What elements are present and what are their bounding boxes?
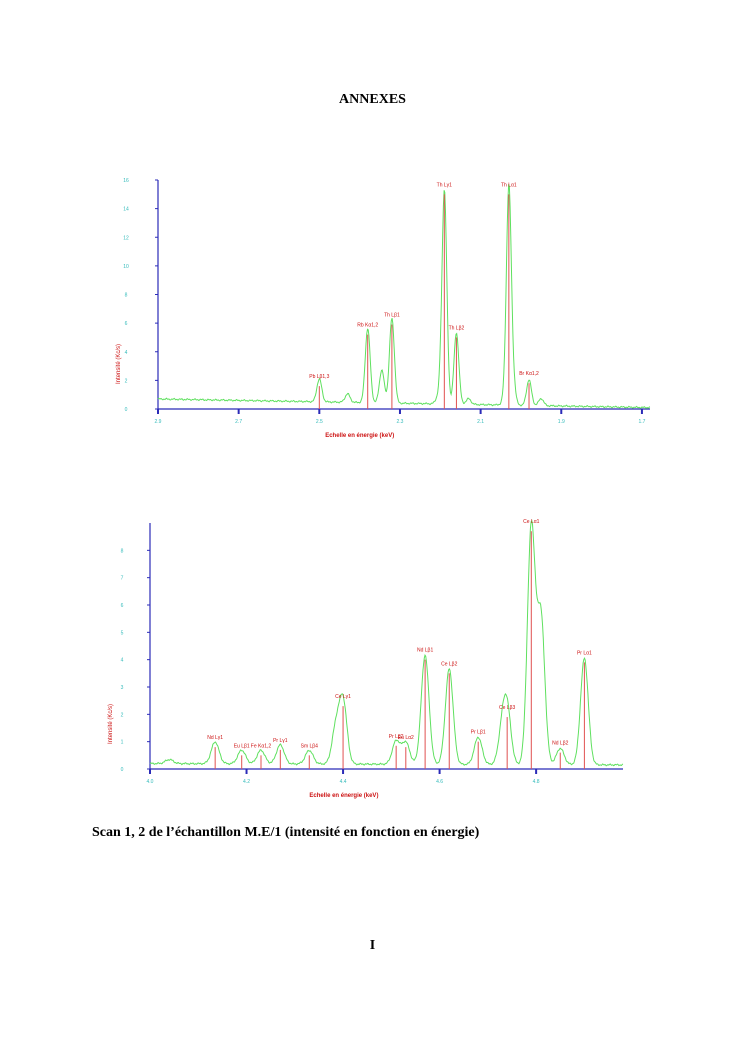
peak-label: Eu Lβ1 [234, 743, 250, 749]
x-tick-label: 1.9 [558, 419, 565, 425]
y-tick-label: 0 [125, 407, 128, 413]
peak-label: Nd Lβ2 [552, 741, 568, 747]
peak-label: Ce Lβ3 [499, 705, 515, 711]
peak-label: Ce Lβ2 [441, 661, 457, 667]
x-tick-label: 2.9 [155, 419, 162, 425]
y-axis-label: Intensité (Kc/s) [108, 704, 114, 744]
peak-label: Pb Lβ1,3 [309, 374, 329, 380]
peak-label: Ce Lα1 [523, 519, 539, 525]
y-axis-label: Intensité (Kc/s) [116, 344, 122, 384]
peak-label: Th Lγ1 [437, 182, 453, 188]
peak-label: Eu Lα2 [398, 735, 414, 741]
spectrum-line [157, 183, 651, 409]
peak-label: Rb Kα1,2 [357, 323, 378, 329]
y-tick-label: 10 [123, 264, 129, 270]
peak-label: Nd Lγ1 [207, 735, 223, 741]
spectrum-chart-scan-2: 4.0 4.2 4.4 4.6 4.8 0 1 2 3 4 5 6 7 8 Echelle en énerg… [108, 519, 624, 799]
y-tick-label: 4 [121, 658, 124, 664]
y-tick-label: 3 [121, 685, 124, 691]
x-tick-label: 4.8 [533, 779, 540, 785]
peak-label: Th Lα1 [501, 182, 517, 188]
y-tick-label: 6 [125, 321, 128, 327]
y-tick-label: 12 [123, 235, 129, 241]
y-tick-label: 1 [121, 740, 124, 746]
peak-label: Th Lβ2 [449, 325, 465, 331]
x-tick-label: 4.4 [340, 779, 347, 785]
x-tick-label: 4.2 [243, 779, 250, 785]
x-tick-label: 1.7 [638, 419, 645, 425]
peak-label: Pr Lγ1 [273, 738, 288, 744]
y-tick-label: 2 [121, 712, 124, 718]
page-number: I [369, 938, 376, 953]
y-tick-label: 16 [123, 178, 129, 184]
peak-label: Ce Lγ1 [335, 694, 351, 700]
peak-label: Pr Lβ2 [389, 734, 404, 740]
y-tick-label: 7 [121, 576, 124, 582]
y-tick-label: 0 [121, 767, 124, 773]
spectrum-chart-scan-1: 2.9 2.7 2.5 2.3 2.1 1.9 1.7 0 2 4 6 8 10 12 14 16 Echell… [116, 178, 651, 439]
x-axis-label: Echelle en énergie (keV) [325, 433, 394, 439]
x-tick-label: 2.7 [235, 419, 242, 425]
page-title: ANNEXES [339, 92, 406, 107]
y-tick-label: 2 [125, 378, 128, 384]
y-tick-label: 5 [121, 630, 124, 636]
x-tick-label: 2.1 [477, 419, 484, 425]
y-tick-label: 8 [121, 548, 124, 554]
peak-label: Br Kα1,2 [519, 371, 539, 377]
x-tick-label: 2.3 [396, 419, 403, 425]
peak-label: Nd Lβ1 [417, 648, 433, 654]
peak-label: Pr Lα1 [577, 650, 592, 656]
y-tick-label: 4 [125, 350, 128, 356]
x-tick-label: 4.0 [147, 779, 154, 785]
spectrum-line [149, 519, 624, 767]
figure-caption: Scan 1, 2 de l’échantillon M.E/1 (intens… [92, 825, 480, 840]
peak-label: Th Lβ1 [384, 313, 400, 319]
peak-label: Pr Lβ1 [471, 730, 486, 736]
y-tick-label: 8 [125, 293, 128, 299]
x-axis-label: Echelle en énergie (keV) [309, 793, 378, 799]
peak-label: Fe Kα1,2 [251, 743, 272, 749]
y-tick-label: 6 [121, 603, 124, 609]
peak-label: Sm Lβ4 [301, 743, 319, 749]
x-tick-label: 2.5 [316, 419, 323, 425]
y-tick-label: 14 [123, 207, 129, 213]
x-tick-label: 4.6 [436, 779, 443, 785]
